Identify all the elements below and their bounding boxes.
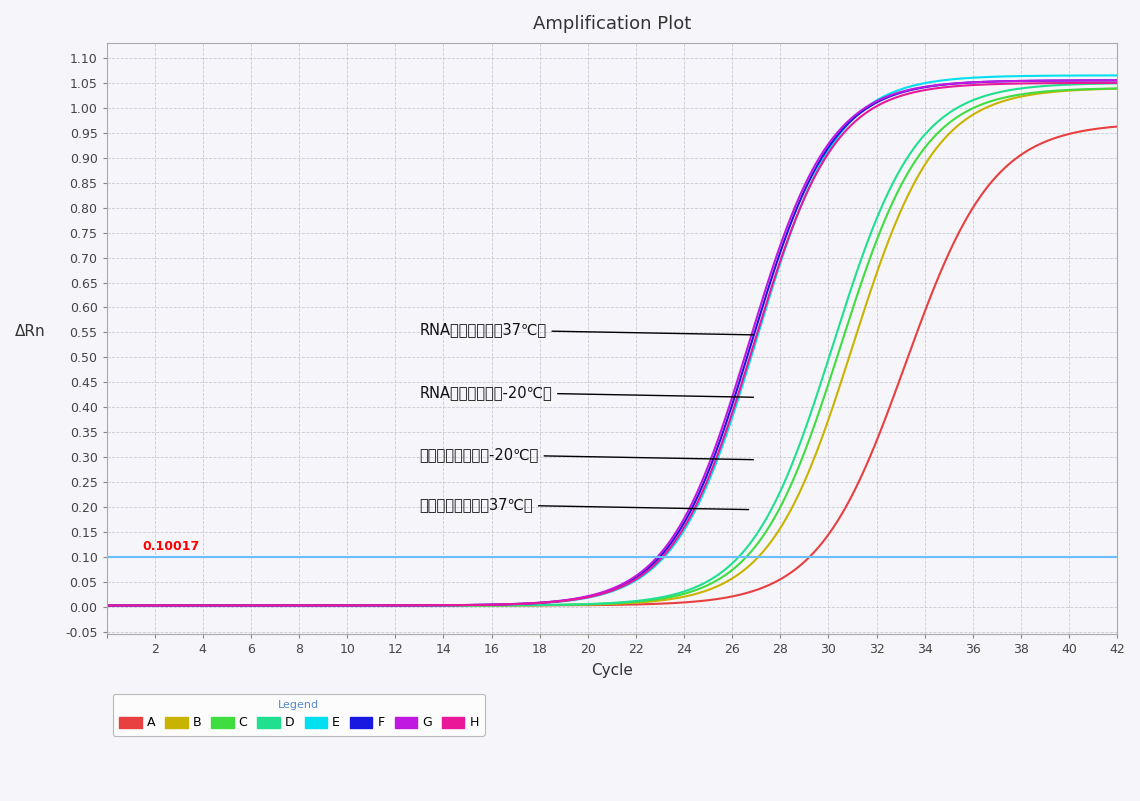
- X-axis label: Cycle: Cycle: [591, 663, 633, 678]
- Text: 病毒样本保存液（-20℃）: 病毒样本保存液（-20℃）: [420, 447, 754, 462]
- Title: Amplification Plot: Amplification Plot: [532, 15, 691, 33]
- Text: 病毒样本保存液（37℃）: 病毒样本保存液（37℃）: [420, 497, 749, 512]
- Text: 0.10017: 0.10017: [142, 541, 200, 553]
- Text: RNA样本保存液（-20℃）: RNA样本保存液（-20℃）: [420, 384, 754, 400]
- Y-axis label: ΔRn: ΔRn: [15, 324, 46, 339]
- Text: RNA样本保存液（37℃）: RNA样本保存液（37℃）: [420, 323, 754, 337]
- Legend: A, B, C, D, E, F, G, H: A, B, C, D, E, F, G, H: [113, 694, 484, 735]
